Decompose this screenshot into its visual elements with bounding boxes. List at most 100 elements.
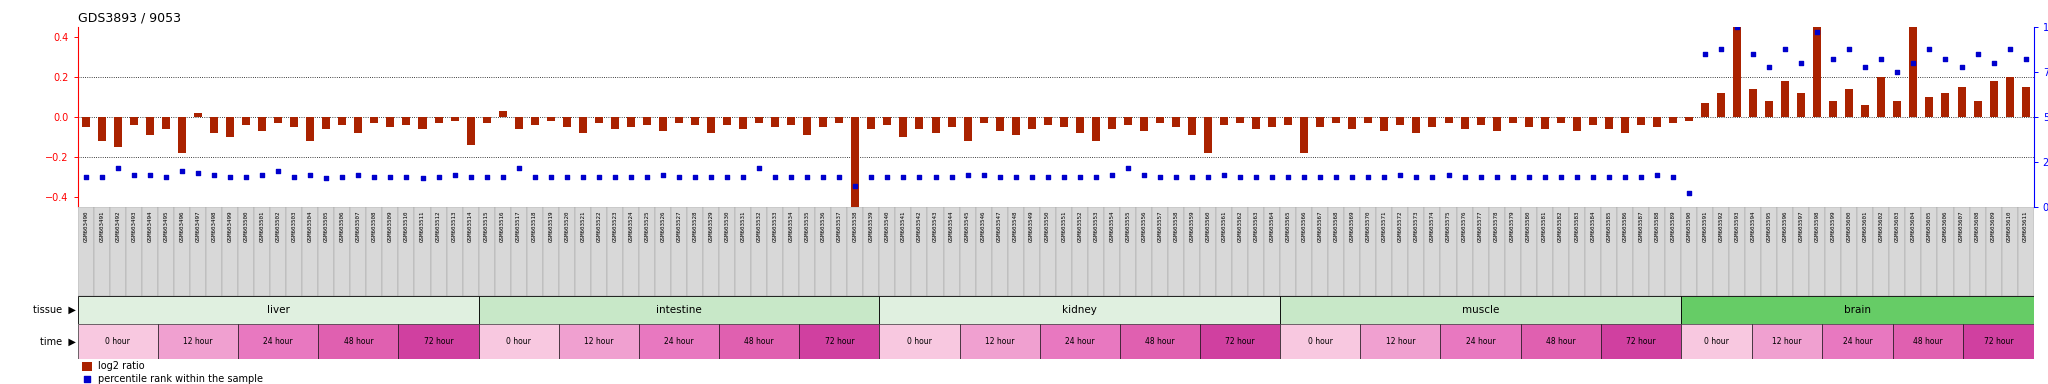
Bar [1681,324,1751,359]
Point [86,174,119,180]
Bar [1878,77,1886,117]
Bar [1649,207,1665,296]
Bar [563,117,571,127]
Text: GSM603541: GSM603541 [901,210,905,242]
Bar [1233,207,1247,296]
Bar [317,207,334,296]
Text: GSM603542: GSM603542 [918,210,922,242]
Bar [1620,117,1628,133]
Bar [162,117,170,129]
Point [471,174,504,180]
Text: GSM603503: GSM603503 [291,210,297,242]
Bar [547,117,555,121]
Text: GSM603562: GSM603562 [1237,210,1243,242]
Bar [1044,117,1053,125]
Text: 48 hour: 48 hour [344,337,373,346]
Point [743,165,776,171]
Point [1352,174,1384,180]
Bar [1059,117,1067,127]
Bar [1137,207,1151,296]
Text: GSM603532: GSM603532 [756,210,762,242]
Bar [1280,324,1360,359]
Bar [274,117,283,123]
Bar [1489,207,1505,296]
Bar [1120,324,1200,359]
Point [760,174,793,180]
Bar [463,207,479,296]
Bar [1092,117,1100,141]
Text: GSM603581: GSM603581 [1542,210,1546,242]
Bar [1296,207,1313,296]
Text: GSM603533: GSM603533 [772,210,778,242]
Bar [1440,207,1456,296]
Bar [1892,324,1964,359]
Point [1544,174,1577,180]
Bar [1380,117,1389,131]
Text: GSM603603: GSM603603 [1894,210,1901,242]
Bar [78,324,158,359]
Bar [115,117,123,147]
Point [1577,174,1610,180]
Bar [94,207,111,296]
Bar [338,117,346,125]
Bar [1120,207,1137,296]
Bar [848,207,864,296]
Point [406,175,438,182]
Bar [1632,207,1649,296]
Bar [995,117,1004,131]
Bar [322,117,330,129]
Bar [1729,207,1745,296]
Point [502,165,535,171]
Point [375,174,408,180]
Bar [111,207,125,296]
Text: GSM603497: GSM603497 [195,210,201,242]
Bar [879,296,1280,324]
Bar [1280,296,1681,324]
Text: percentile rank within the sample: percentile rank within the sample [98,374,264,384]
Text: GSM603594: GSM603594 [1751,210,1755,242]
Point [1063,174,1096,180]
Bar [1028,117,1036,129]
Bar [915,117,924,129]
Bar [1812,27,1821,117]
Point [182,170,215,176]
Bar [1184,207,1200,296]
Bar [1665,207,1681,296]
Text: 12 hour: 12 hour [1386,337,1415,346]
Point [279,174,311,180]
Bar [1317,117,1325,127]
Bar [1540,117,1548,129]
Bar [756,117,764,123]
Bar [530,117,539,125]
Bar [158,207,174,296]
Point [582,174,614,180]
Point [967,172,999,178]
Bar [1970,207,1987,296]
Text: GSM603604: GSM603604 [1911,210,1917,242]
Bar [1602,207,1616,296]
Point [455,174,487,180]
Point [1817,56,1849,63]
Point [150,174,182,180]
Bar [1087,207,1104,296]
Bar [1845,89,1853,117]
Bar [479,324,559,359]
Point [647,172,680,178]
Bar [815,207,831,296]
Text: GSM603550: GSM603550 [1044,210,1051,242]
Bar [221,207,238,296]
Bar [1237,117,1243,123]
Point [422,174,455,180]
Point [70,174,102,180]
Text: GSM603495: GSM603495 [164,210,168,242]
Bar [752,207,768,296]
Bar [961,324,1040,359]
Bar [1409,207,1425,296]
Bar [1313,207,1329,296]
Bar [483,117,492,123]
Bar [944,207,961,296]
Text: GSM603555: GSM603555 [1126,210,1130,242]
Bar [354,117,362,133]
Bar [575,207,590,296]
Bar [1602,324,1681,359]
